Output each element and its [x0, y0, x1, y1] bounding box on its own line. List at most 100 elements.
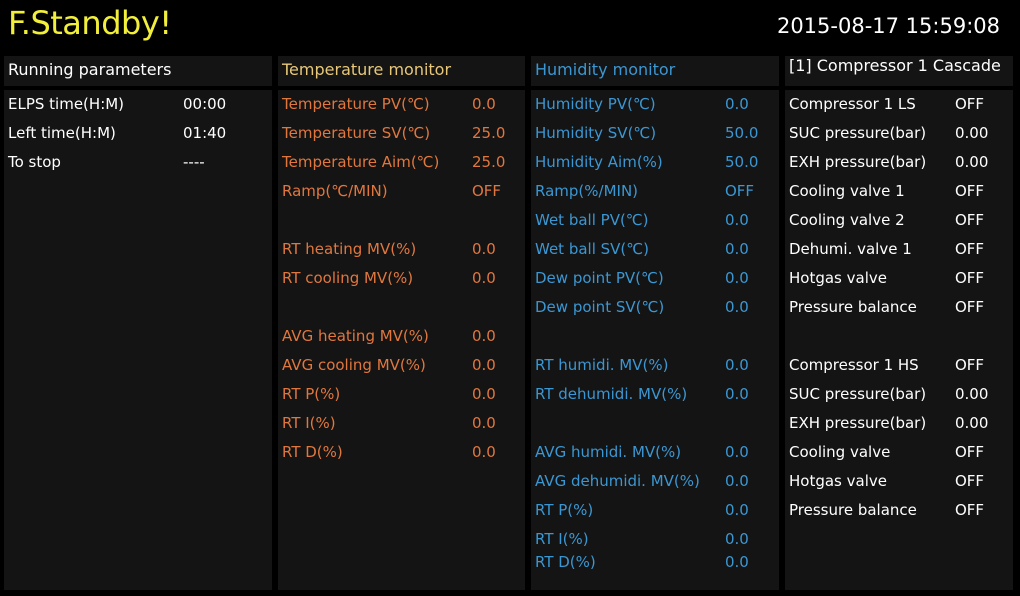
parameter-value: OFF: [955, 501, 985, 519]
parameter-value: 50.0: [725, 153, 759, 171]
parameter-row: Dehumi. valve 1 OFF: [785, 235, 1013, 264]
parameter-row: Cooling valve 2 OFF: [785, 206, 1013, 235]
parameter-row: Pressure balance OFF: [785, 496, 1013, 525]
parameter-row: RT P(%) 0.0: [278, 380, 525, 409]
parameter-label: EXH pressure(bar): [789, 153, 927, 171]
parameter-row: Compressor 1 HS OFF: [785, 351, 1013, 380]
parameter-value: OFF: [955, 240, 985, 258]
parameter-label: AVG humidi. MV(%): [535, 443, 682, 461]
parameter-value: 00:00: [183, 95, 227, 113]
parameter-label: Ramp(%/MIN): [535, 182, 639, 200]
parameter-row: Temperature Aim(℃) 25.0: [278, 148, 525, 177]
running-parameters-header: Running parameters: [4, 56, 272, 86]
parameter-row: Dew point SV(℃) 0.0: [531, 293, 779, 322]
parameter-row: Compressor 1 LS OFF: [785, 90, 1013, 119]
parameter-label: Compressor 1 LS: [789, 95, 916, 113]
parameter-row: RT I(%) 0.0: [531, 525, 779, 554]
parameter-label: Humidity Aim(%): [535, 153, 663, 171]
parameter-value: 0.0: [725, 501, 749, 519]
parameter-value: 0.0: [725, 443, 749, 461]
parameter-row: RT D(%) 0.0: [278, 438, 525, 467]
parameter-row: RT D(%) 0.0: [531, 548, 779, 577]
parameter-value: 0.0: [472, 240, 496, 258]
parameter-value: 0.0: [472, 414, 496, 432]
parameter-row: Wet ball SV(℃) 0.0: [531, 235, 779, 264]
parameter-label: RT humidi. MV(%): [535, 356, 669, 374]
temperature-monitor-panel: Temperature PV(℃) 0.0 Temperature SV(℃) 25.…: [278, 90, 525, 590]
parameter-label: Ramp(℃/MIN): [282, 182, 388, 200]
parameter-label: RT cooling MV(%): [282, 269, 414, 287]
parameter-label: Temperature SV(℃): [282, 124, 431, 142]
parameter-value: 0.0: [725, 530, 749, 548]
parameter-row: RT P(%) 0.0: [531, 496, 779, 525]
parameter-value: 0.0: [725, 472, 749, 490]
parameter-label: SUC pressure(bar): [789, 124, 927, 142]
parameter-value: 0.00: [955, 414, 989, 432]
parameter-value: 0.0: [725, 211, 749, 229]
parameter-label: ELPS time(H:M): [8, 95, 125, 113]
parameter-value: 50.0: [725, 124, 759, 142]
parameter-label: Humidity PV(℃): [535, 95, 656, 113]
parameter-row: RT cooling MV(%) 0.0: [278, 264, 525, 293]
humidity-monitor-header: Humidity monitor: [531, 56, 779, 86]
temperature-monitor-header: Temperature monitor: [278, 56, 525, 86]
parameter-label: AVG heating MV(%): [282, 327, 429, 345]
humidity-monitor-panel: Humidity PV(℃) 0.0 Humidity SV(℃) 50.0 Humid…: [531, 90, 779, 590]
parameter-value: 0.00: [955, 385, 989, 403]
parameter-value: OFF: [955, 95, 985, 113]
parameter-label: AVG dehumidi. MV(%): [535, 472, 700, 490]
parameter-label: Dew point SV(℃): [535, 298, 665, 316]
parameter-value: 0.00: [955, 124, 989, 142]
parameter-value: 0.0: [725, 356, 749, 374]
parameter-row: AVG cooling MV(%) 0.0: [278, 351, 525, 380]
compressor-cascade-header: [1] Compressor 1 Cascade: [785, 56, 1013, 86]
parameter-row: Humidity Aim(%) 50.0: [531, 148, 779, 177]
parameter-row: To stop ----: [4, 148, 272, 177]
parameter-value: 0.0: [725, 240, 749, 258]
parameter-value: 0.0: [472, 356, 496, 374]
parameter-label: Wet ball SV(℃): [535, 240, 649, 258]
parameter-value: 0.0: [725, 95, 749, 113]
parameter-row: Pressure balance OFF: [785, 293, 1013, 322]
parameter-label: Dehumi. valve 1: [789, 240, 912, 258]
parameter-row: Ramp(%/MIN) OFF: [531, 177, 779, 206]
parameter-value: 25.0: [472, 124, 506, 142]
parameter-value: OFF: [955, 211, 985, 229]
parameter-label: Compressor 1 HS: [789, 356, 919, 374]
parameter-label: RT heating MV(%): [282, 240, 417, 258]
parameter-value: 01:40: [183, 124, 227, 142]
parameter-value: OFF: [955, 443, 985, 461]
parameter-value: 0.0: [472, 385, 496, 403]
parameter-label: EXH pressure(bar): [789, 414, 927, 432]
parameter-label: RT P(%): [535, 501, 594, 519]
parameter-label: RT D(%): [282, 443, 343, 461]
parameter-value: 0.0: [472, 95, 496, 113]
parameter-row: Temperature PV(℃) 0.0: [278, 90, 525, 119]
parameter-label: AVG cooling MV(%): [282, 356, 426, 374]
parameter-value: 0.0: [725, 553, 749, 571]
parameter-label: Pressure balance: [789, 501, 917, 519]
parameter-row: Cooling valve 1 OFF: [785, 177, 1013, 206]
parameter-value: ----: [183, 153, 205, 171]
parameter-label: Hotgas valve: [789, 269, 887, 287]
parameter-label: RT dehumidi. MV(%): [535, 385, 688, 403]
parameter-value: 0.0: [472, 443, 496, 461]
parameter-label: Temperature PV(℃): [282, 95, 430, 113]
parameter-row: AVG heating MV(%) 0.0: [278, 322, 525, 351]
parameter-row: RT dehumidi. MV(%) 0.0: [531, 380, 779, 409]
parameter-row: Cooling valve OFF: [785, 438, 1013, 467]
parameter-label: RT D(%): [535, 553, 596, 571]
parameter-value: OFF: [955, 472, 985, 490]
parameter-row: Ramp(℃/MIN) OFF: [278, 177, 525, 206]
parameter-label: SUC pressure(bar): [789, 385, 927, 403]
parameter-row: Wet ball PV(℃) 0.0: [531, 206, 779, 235]
parameter-row: RT I(%) 0.0: [278, 409, 525, 438]
parameter-value: 0.0: [725, 269, 749, 287]
parameter-value: 0.0: [472, 327, 496, 345]
parameter-label: Hotgas valve: [789, 472, 887, 490]
status-title: F.Standby!: [8, 4, 172, 42]
parameter-row: RT heating MV(%) 0.0: [278, 235, 525, 264]
parameter-row: Hotgas valve OFF: [785, 467, 1013, 496]
parameter-row: Left time(H:M) 01:40: [4, 119, 272, 148]
parameter-value: 0.0: [472, 269, 496, 287]
